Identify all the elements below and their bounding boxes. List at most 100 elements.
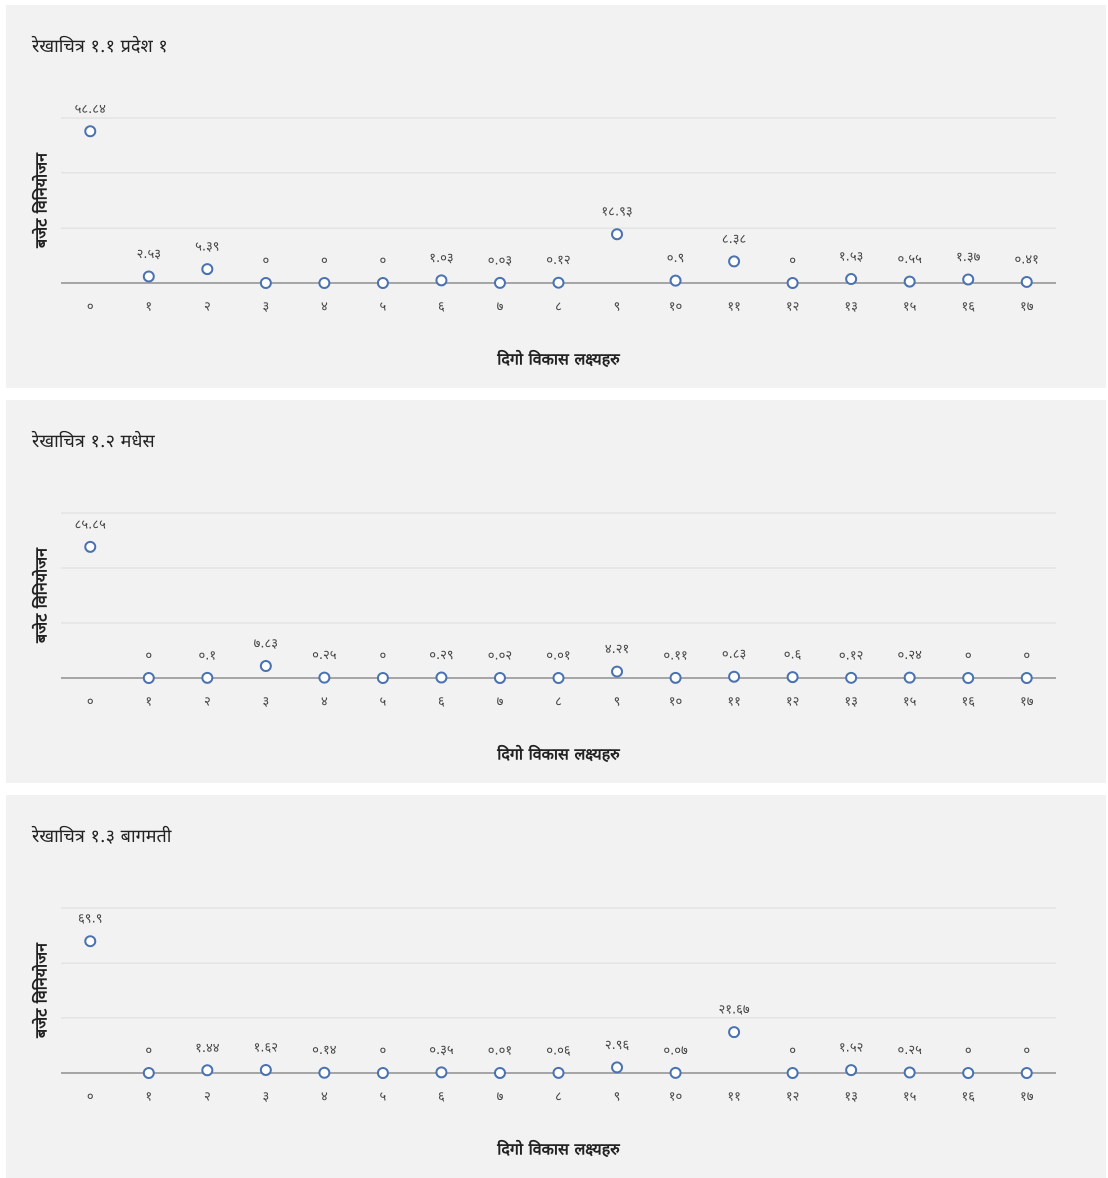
x-tick-label: ८ bbox=[555, 1090, 562, 1105]
data-label: ० bbox=[1023, 649, 1030, 664]
x-tick-label: ३ bbox=[262, 695, 269, 710]
data-label: १.५२ bbox=[839, 1041, 863, 1056]
x-tick-label: ० bbox=[87, 1090, 94, 1105]
point bbox=[611, 228, 624, 241]
x-tick-label: ८ bbox=[555, 695, 562, 710]
x-tick-label: ११ bbox=[727, 300, 741, 315]
point bbox=[845, 1064, 858, 1077]
x-tick-label: ४ bbox=[321, 1090, 328, 1105]
point bbox=[201, 671, 214, 684]
point bbox=[201, 1064, 214, 1077]
x-tick-label: ११ bbox=[727, 695, 741, 710]
x-tick-label: १६ bbox=[961, 695, 975, 710]
chart: रेखाचित्र १.२ मधेस बजेट विनियोजन दिगो विका… bbox=[31, 430, 1056, 764]
x-tick-label: ६ bbox=[438, 695, 445, 710]
data-label: ०.८३ bbox=[722, 647, 746, 662]
point bbox=[962, 1067, 975, 1079]
x-tick-label: १७ bbox=[1020, 1090, 1034, 1105]
x-tick-label: १२ bbox=[786, 300, 800, 315]
point bbox=[1020, 1067, 1033, 1079]
chart-title: रेखाचित्र १.१ प्रदेश १ bbox=[31, 35, 168, 57]
point bbox=[493, 276, 506, 289]
point bbox=[845, 273, 858, 286]
x-tick-label: ११ bbox=[727, 1090, 741, 1105]
x-tick-label: ९ bbox=[614, 1090, 621, 1105]
point bbox=[903, 275, 916, 288]
x-tick-label: ४ bbox=[321, 300, 328, 315]
point bbox=[669, 671, 682, 684]
x-tick-label: १२ bbox=[786, 1090, 800, 1105]
x-tick-label: ७ bbox=[497, 1090, 504, 1105]
point bbox=[435, 671, 448, 684]
point bbox=[962, 672, 975, 684]
chart: रेखाचित्र १.३ बागमती बजेट विनियोजन दिगो वि… bbox=[31, 825, 1056, 1159]
point bbox=[259, 660, 272, 673]
x-tick-label: ० bbox=[87, 695, 94, 710]
point bbox=[552, 1066, 565, 1079]
point bbox=[786, 1067, 799, 1079]
point bbox=[611, 665, 624, 678]
data-label: ० bbox=[380, 649, 387, 664]
x-tick-label: १ bbox=[145, 1090, 152, 1105]
data-label: ५८.८४ bbox=[75, 102, 106, 117]
point bbox=[786, 277, 799, 289]
x-tick-label: ७ bbox=[497, 695, 504, 710]
data-label: ६९.९ bbox=[78, 912, 102, 927]
point bbox=[376, 1067, 389, 1079]
chart: रेखाचित्र १.१ प्रदेश १ बजेट विनियोजन दिगो … bbox=[31, 35, 1056, 369]
data-label: १८.९३ bbox=[601, 205, 632, 220]
data-label: ०.२५ bbox=[897, 1043, 922, 1058]
point bbox=[728, 255, 741, 268]
point bbox=[318, 277, 331, 289]
data-label: १.५३ bbox=[839, 250, 863, 265]
x-tick-label: १० bbox=[669, 695, 683, 710]
x-axis-label: दिगो विकास लक्ष्यहरु bbox=[496, 350, 621, 369]
data-label: १.४४ bbox=[195, 1041, 220, 1056]
data-label: ४.२१ bbox=[605, 642, 629, 657]
data-label: २१.६७ bbox=[718, 1003, 749, 1018]
data-label: ०.०१ bbox=[488, 1043, 512, 1058]
point bbox=[142, 672, 155, 684]
x-tick-label: १५ bbox=[903, 300, 917, 315]
data-label: १.०३ bbox=[429, 251, 453, 266]
data-label: ०.०७ bbox=[663, 1043, 688, 1058]
y-axis-label: बजेट विनियोजन bbox=[32, 547, 51, 644]
x-tick-label: १ bbox=[145, 695, 152, 710]
data-label: ०.१२ bbox=[546, 253, 570, 268]
point bbox=[1020, 672, 1033, 684]
point bbox=[728, 670, 741, 683]
data-label: ० bbox=[965, 1044, 972, 1059]
data-label: ०.०१ bbox=[546, 648, 570, 663]
data-label: ०.१४ bbox=[312, 1043, 337, 1058]
chart-panel: रेखाचित्र १.३ बागमती बजेट विनियोजन दिगो वि… bbox=[6, 795, 1106, 1178]
data-label: ० bbox=[380, 1044, 387, 1059]
x-tick-label: १७ bbox=[1020, 300, 1034, 315]
point bbox=[84, 935, 97, 948]
x-axis-label: दिगो विकास लक्ष्यहरु bbox=[496, 745, 621, 764]
data-label: ०.६ bbox=[784, 648, 802, 663]
y-axis-label: बजेट विनियोजन bbox=[32, 152, 51, 249]
x-tick-label: १० bbox=[669, 1090, 683, 1105]
point bbox=[552, 276, 565, 289]
x-tick-label: १७ bbox=[1020, 695, 1034, 710]
point bbox=[1020, 275, 1033, 288]
x-tick-label: १० bbox=[669, 300, 683, 315]
point bbox=[845, 671, 858, 684]
data-label: ५.३९ bbox=[195, 240, 219, 255]
data-label: ८.३८ bbox=[722, 232, 747, 247]
data-label: १.३७ bbox=[956, 250, 981, 265]
point bbox=[903, 671, 916, 684]
point bbox=[318, 671, 331, 684]
data-label: ० bbox=[321, 254, 328, 269]
x-tick-label: २ bbox=[204, 695, 211, 710]
data-label: ०.४१ bbox=[1015, 252, 1039, 267]
data-label: ७.८३ bbox=[254, 637, 278, 652]
x-tick-label: १३ bbox=[844, 695, 858, 710]
point bbox=[259, 1063, 272, 1076]
data-label: ०.२५ bbox=[312, 648, 337, 663]
data-label: १.६२ bbox=[254, 1040, 278, 1055]
point bbox=[669, 1066, 682, 1079]
point bbox=[201, 263, 214, 276]
x-tick-label: ९ bbox=[614, 695, 621, 710]
x-tick-label: ९ bbox=[614, 300, 621, 315]
